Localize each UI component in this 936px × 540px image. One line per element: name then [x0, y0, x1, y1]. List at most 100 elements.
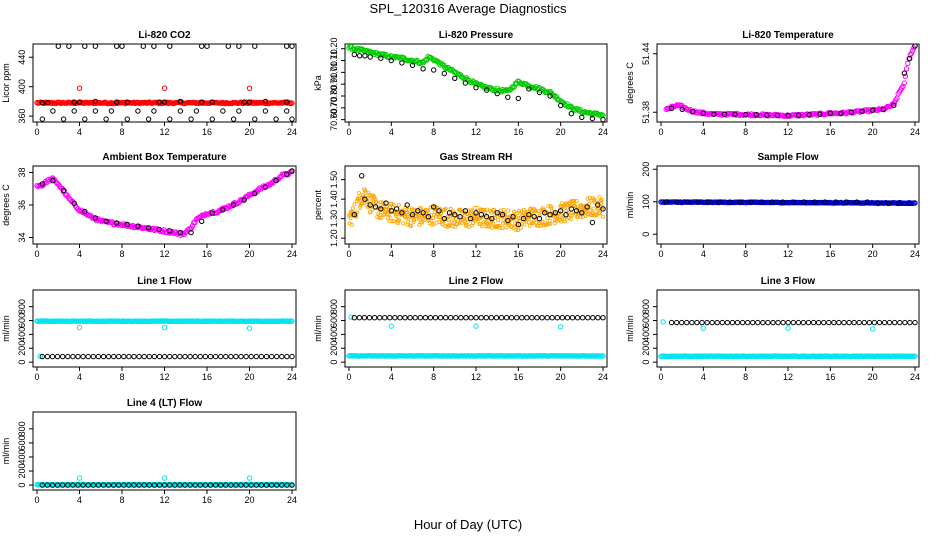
data-point	[161, 99, 168, 105]
data-point	[378, 55, 384, 61]
data-point	[679, 319, 685, 326]
data-point	[870, 326, 876, 332]
y-axis-label: percent	[313, 189, 323, 220]
x-tick-label: 16	[202, 127, 212, 137]
data-point	[558, 208, 564, 214]
data-point	[838, 110, 844, 116]
data-point	[821, 319, 827, 326]
y-tick-label: 71.20	[329, 37, 339, 60]
x-tick-label: 4	[77, 249, 82, 259]
data-point	[491, 221, 496, 226]
data-point	[854, 199, 860, 205]
data-point	[253, 482, 259, 488]
data-point	[126, 482, 132, 488]
data-point	[397, 315, 403, 321]
data-point	[674, 319, 680, 326]
data-point	[199, 218, 205, 225]
data-point	[458, 315, 464, 321]
data-point	[780, 319, 786, 326]
data-point	[483, 87, 490, 93]
data-point	[348, 215, 353, 220]
data-point	[274, 482, 280, 488]
data-point	[238, 482, 244, 488]
data-point	[415, 208, 421, 214]
data-point	[60, 116, 67, 122]
data-point	[568, 206, 574, 212]
data-point	[177, 98, 184, 105]
data-point	[663, 199, 669, 205]
data-point	[548, 221, 553, 226]
data-point	[246, 99, 253, 105]
data-point	[44, 100, 51, 106]
data-point	[806, 112, 812, 118]
data-point	[489, 210, 494, 215]
y-tick-label: 1.40	[329, 190, 339, 208]
y-axis-label: ml/min	[313, 315, 323, 342]
data-point	[588, 208, 593, 213]
y-tick-label: 1.30	[329, 210, 339, 228]
data-point	[145, 116, 152, 122]
data-point	[547, 212, 553, 218]
x-tick-label: 16	[825, 372, 835, 382]
y-tick-label: 200	[641, 341, 651, 356]
data-point	[515, 223, 520, 228]
series-black	[351, 315, 606, 321]
data-point	[92, 44, 99, 49]
data-point	[598, 211, 603, 216]
data-point	[379, 215, 384, 220]
data-point	[465, 220, 470, 225]
data-point	[457, 214, 463, 220]
data-point	[387, 315, 393, 321]
y-tick-label: 36	[17, 200, 27, 210]
data-point	[527, 223, 532, 228]
x-tick-label: 0	[34, 249, 39, 259]
data-point	[709, 319, 715, 326]
data-point	[775, 319, 781, 326]
data-point	[785, 319, 791, 326]
data-point	[711, 111, 717, 117]
data-point	[801, 199, 807, 205]
data-point	[529, 315, 535, 321]
y-tick-label: 800	[17, 299, 27, 314]
x-tick-label: 16	[202, 495, 212, 505]
data-point	[50, 177, 56, 184]
data-point	[600, 206, 606, 212]
data-point	[498, 315, 505, 321]
data-point	[526, 212, 532, 218]
data-point	[674, 199, 680, 205]
data-point	[182, 482, 188, 488]
data-point	[734, 319, 741, 326]
data-point	[496, 223, 501, 228]
data-point	[367, 54, 373, 60]
plot-area	[663, 44, 918, 120]
series-cyan	[37, 353, 43, 359]
chart-title: Line 3 Flow	[761, 276, 816, 287]
data-point	[377, 315, 383, 321]
data-point	[35, 183, 41, 190]
y-axis-label: ml/min	[625, 192, 635, 219]
x-tick-label: 12	[159, 372, 169, 382]
data-point	[409, 62, 416, 69]
data-point	[228, 353, 234, 360]
data-point	[268, 353, 275, 360]
data-point	[351, 212, 357, 218]
data-point	[393, 206, 400, 212]
data-point	[514, 315, 520, 321]
data-point	[71, 200, 77, 207]
data-point	[437, 219, 442, 224]
y-tick-label: 70.70	[329, 97, 339, 120]
data-point	[198, 213, 204, 219]
data-point	[422, 315, 429, 321]
data-point	[462, 208, 469, 214]
data-point	[909, 48, 916, 54]
data-point	[124, 99, 131, 105]
data-point	[116, 353, 122, 360]
y-axis-label: ml/min	[625, 315, 635, 342]
data-point	[684, 319, 690, 326]
data-point	[246, 475, 253, 481]
data-point	[359, 173, 365, 179]
chart-title: Sample Flow	[757, 152, 818, 163]
data-point	[114, 220, 120, 226]
data-point	[39, 353, 45, 360]
data-point	[116, 482, 122, 488]
